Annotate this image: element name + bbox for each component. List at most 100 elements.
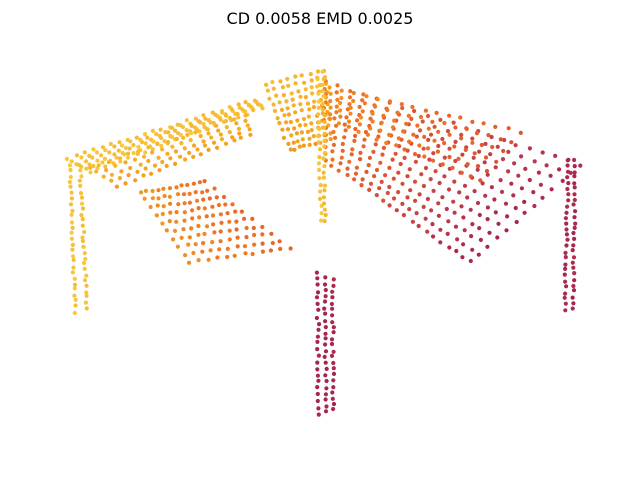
point	[316, 328, 320, 332]
point	[415, 124, 419, 128]
point	[159, 144, 163, 148]
point	[459, 136, 463, 140]
point	[392, 119, 396, 123]
point	[378, 161, 382, 165]
point	[192, 144, 196, 148]
point	[571, 296, 575, 300]
point	[78, 168, 82, 172]
point	[324, 213, 328, 217]
point	[411, 220, 415, 224]
point	[565, 232, 569, 236]
point	[73, 277, 77, 281]
point	[572, 181, 576, 185]
point	[516, 174, 520, 178]
point	[506, 150, 510, 154]
point	[429, 177, 433, 181]
point	[451, 200, 455, 204]
point	[375, 138, 379, 142]
point	[315, 295, 319, 299]
point	[168, 156, 172, 160]
point	[83, 257, 87, 261]
point	[565, 187, 569, 191]
point	[387, 166, 391, 170]
point	[245, 226, 249, 230]
point	[197, 258, 201, 262]
point	[440, 195, 444, 199]
point	[146, 145, 150, 149]
point	[403, 156, 407, 160]
point	[191, 155, 195, 159]
point	[452, 180, 456, 184]
point	[388, 203, 392, 207]
point	[243, 109, 247, 113]
point	[402, 213, 406, 217]
point	[205, 127, 209, 131]
point	[248, 127, 252, 131]
point	[361, 177, 365, 181]
point	[144, 189, 148, 193]
point	[321, 83, 325, 87]
point	[528, 146, 532, 150]
point	[400, 106, 404, 110]
point	[310, 128, 314, 132]
point	[102, 175, 106, 179]
point	[480, 143, 484, 147]
point	[328, 112, 332, 116]
point	[483, 142, 487, 146]
point	[302, 144, 306, 148]
point	[446, 232, 450, 236]
point	[83, 251, 87, 255]
point	[379, 121, 383, 125]
point	[331, 284, 335, 288]
point	[550, 187, 554, 191]
point	[371, 119, 375, 123]
point	[453, 140, 457, 144]
point	[330, 295, 334, 299]
point	[70, 209, 74, 213]
point	[417, 224, 421, 228]
point	[251, 252, 255, 256]
point	[447, 114, 451, 118]
point	[418, 192, 422, 196]
point	[541, 150, 545, 154]
point	[190, 216, 194, 220]
point	[107, 150, 111, 154]
point	[563, 263, 567, 267]
point	[504, 202, 508, 206]
point	[149, 172, 153, 176]
point	[436, 150, 440, 154]
point	[330, 302, 334, 306]
point	[573, 198, 577, 202]
point	[103, 148, 107, 152]
point	[463, 228, 467, 232]
point	[572, 215, 576, 219]
point	[217, 247, 221, 251]
point	[329, 92, 333, 96]
point	[191, 251, 195, 255]
point	[320, 204, 324, 208]
point	[304, 95, 308, 99]
point	[438, 240, 442, 244]
point	[298, 145, 302, 149]
point	[285, 77, 289, 81]
point	[236, 236, 240, 240]
point	[331, 378, 335, 382]
point	[343, 123, 347, 127]
point	[431, 234, 435, 238]
point	[95, 159, 99, 163]
point	[315, 385, 319, 389]
point	[519, 154, 523, 158]
point	[322, 195, 326, 199]
point	[150, 150, 154, 154]
point	[126, 156, 130, 160]
point	[180, 236, 184, 240]
point	[282, 136, 286, 140]
point	[571, 306, 575, 310]
point	[422, 147, 426, 151]
point	[70, 213, 74, 217]
point	[451, 166, 455, 170]
point	[353, 127, 357, 131]
point	[381, 199, 385, 203]
point	[282, 113, 286, 117]
point	[188, 192, 192, 196]
